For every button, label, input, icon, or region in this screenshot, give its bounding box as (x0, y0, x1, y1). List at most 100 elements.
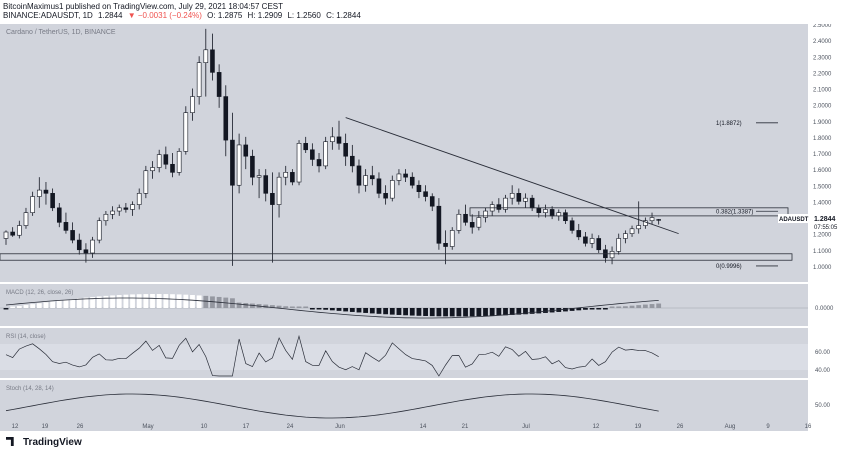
candle-up (649, 217, 655, 222)
macd-histogram-bar (163, 294, 169, 308)
chart-title: Cardano / TetherUS, 1D, BINANCE (6, 29, 116, 36)
macd-histogram-bar (70, 299, 75, 308)
candle-up (130, 204, 135, 210)
candle-down (409, 176, 415, 186)
y-tick-label: 1.5000 (813, 184, 832, 190)
fib-level-label: 0.382(1.3387) (716, 209, 753, 215)
macd-histogram-bar (316, 308, 322, 310)
candle-up (183, 112, 189, 152)
candle-up (96, 220, 102, 241)
candle-down (63, 222, 69, 231)
candle-up (36, 189, 42, 197)
macd-histogram-bar (23, 305, 29, 308)
macd-histogram-bar (369, 308, 375, 314)
candle-down (403, 173, 408, 178)
tradingview-logo[interactable]: TradingView (6, 437, 82, 448)
low-value: L: 1.2560 (287, 11, 321, 20)
macd-histogram-bar (449, 308, 455, 317)
candle-up (150, 167, 155, 172)
candle-up (90, 239, 95, 254)
candle-down (443, 243, 448, 247)
price-chart[interactable]: 2.5000 2.4000 2.3000 2.2000 2.1000 2.0000 1.90… (0, 24, 850, 433)
x-tick-label: 24 (287, 424, 294, 430)
candle-up (616, 238, 622, 252)
candle-down (43, 189, 49, 194)
macd-histogram-bar (636, 305, 642, 308)
x-tick-label: 19 (42, 424, 49, 430)
macd-histogram-bar (583, 308, 588, 310)
candle-down (163, 154, 169, 165)
support-zone (0, 253, 793, 261)
x-tick-label: 19 (635, 424, 642, 430)
stoch-pane-bg (0, 380, 808, 431)
candle-up (3, 231, 9, 239)
last-price-countdown: 07:55:05 (814, 225, 838, 231)
candle-up (483, 210, 488, 218)
macd-histogram-bar (503, 308, 508, 316)
macd-histogram-bar (10, 306, 16, 308)
candle-up (330, 136, 335, 143)
rsi-line (5, 334, 659, 377)
macd-histogram-bar (309, 308, 315, 310)
macd-histogram-bar (243, 303, 249, 308)
macd-histogram-bar (429, 308, 435, 317)
macd-histogram-bar (203, 295, 209, 308)
macd-histogram-bar (622, 306, 628, 308)
candle-up (556, 212, 562, 217)
macd-histogram-bar (130, 294, 135, 308)
macd-histogram-bar (489, 308, 495, 316)
candle-up (283, 172, 289, 178)
macd-histogram-bar (389, 308, 395, 315)
x-tick-label: 26 (77, 424, 84, 430)
y-tick-label: 2.2000 (813, 71, 832, 77)
macd-histogram-bar (516, 308, 522, 315)
candle-up (136, 193, 142, 205)
stoch-level-label: 50.00 (815, 403, 831, 409)
x-tick-label: 26 (677, 424, 684, 430)
macd-histogram-bar (43, 302, 49, 308)
candle-up (103, 213, 109, 222)
macd-histogram-bar (596, 308, 602, 310)
macd-histogram-bar (63, 299, 69, 308)
candle-up (110, 210, 115, 215)
candle-up (396, 173, 402, 181)
candle-down (549, 209, 555, 217)
candle-up (636, 225, 642, 230)
macd-histogram-bar (136, 294, 142, 308)
symbol-label: BINANCE:ADAUSDT, 1D (3, 11, 93, 20)
macd-histogram-bar (16, 306, 22, 308)
candle-up (256, 175, 262, 178)
stoch-pane-title: Stoch (14, 28, 14) (6, 386, 54, 392)
macd-histogram-bar (529, 308, 535, 314)
macd-histogram-bar (563, 308, 568, 312)
candle-up (276, 176, 282, 205)
candle-down (469, 222, 475, 228)
rsi-pane-title: RSI (14, close) (6, 334, 46, 340)
macd-histogram-bar (336, 308, 342, 311)
rsi-band (0, 344, 808, 370)
candle-down (310, 149, 315, 160)
macd-histogram-bar (456, 308, 462, 317)
macd-histogram-bar (110, 295, 115, 308)
macd-histogram-bar (509, 308, 515, 315)
candle-up (476, 217, 482, 228)
macd-histogram-bar (436, 308, 442, 317)
macd-histogram-bar (616, 306, 622, 308)
candle-down (383, 193, 388, 199)
x-tick-label: 12 (12, 424, 19, 430)
candle-up (143, 170, 149, 194)
x-tick-label: 17 (243, 424, 250, 430)
candle-down (563, 212, 568, 222)
y-tick-label: 2.1000 (813, 88, 832, 94)
macd-histogram-bar (296, 306, 302, 308)
candle-up (323, 141, 328, 167)
candle-up (30, 196, 35, 213)
macd-histogram-bar (270, 305, 275, 308)
macd-histogram-bar (123, 294, 129, 308)
candle-down (583, 236, 588, 244)
resistance-zone (469, 207, 789, 217)
macd-histogram-bar (150, 294, 155, 308)
x-tick-label: Aug (725, 424, 736, 430)
candle-up (17, 225, 22, 236)
candle-down (463, 213, 468, 223)
